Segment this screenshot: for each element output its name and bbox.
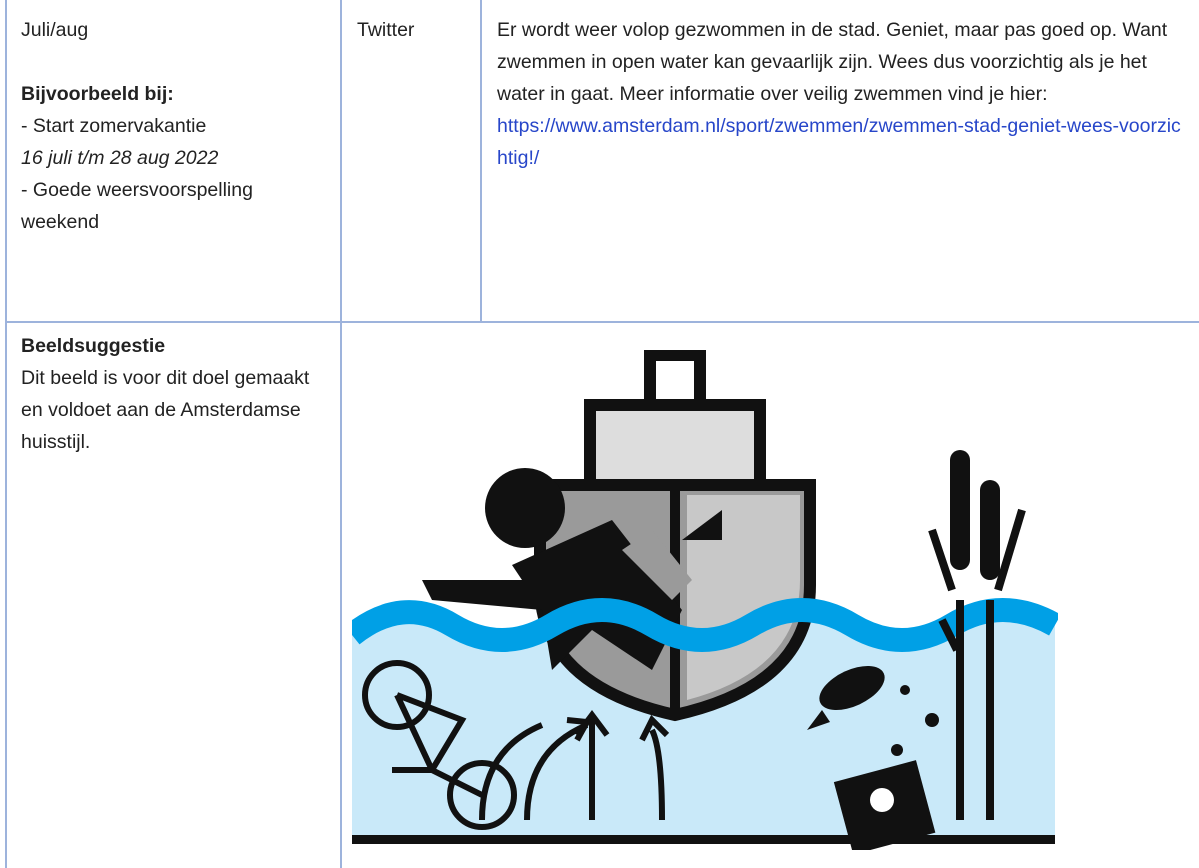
example-dates: 16 juli t/m 28 aug 2022 (21, 147, 219, 169)
table-border (480, 0, 482, 323)
date: Juli/aug (21, 19, 89, 41)
example-heading: Bijvoorbeeld bij: (21, 83, 174, 105)
illustration (352, 350, 1058, 850)
table-border (5, 0, 7, 868)
message-cell: Er wordt weer volop gezwommen in de stad… (482, 0, 1192, 174)
link[interactable]: https://www.amsterdam.nl/sport/zwemmen/z… (497, 115, 1181, 169)
example: - Goede weersvoorspelling weekend (21, 179, 253, 233)
date-cell: Juli/aug Bijvoorbeeld bij: - Start zomer… (6, 0, 336, 238)
table-border (5, 321, 1199, 323)
table-border (340, 0, 342, 868)
image-caption: Beeldsuggestie Dit beeld is voor dit doe… (6, 322, 340, 458)
example: - Start zomervakantie (21, 115, 207, 137)
message: Er wordt weer volop gezwommen in de stad… (497, 19, 1168, 105)
caption-heading: Beeldsuggestie (21, 335, 166, 357)
caption-text: Dit beeld is voor dit doel gemaakt en vo… (21, 367, 310, 453)
channel: Twitter (357, 19, 415, 41)
